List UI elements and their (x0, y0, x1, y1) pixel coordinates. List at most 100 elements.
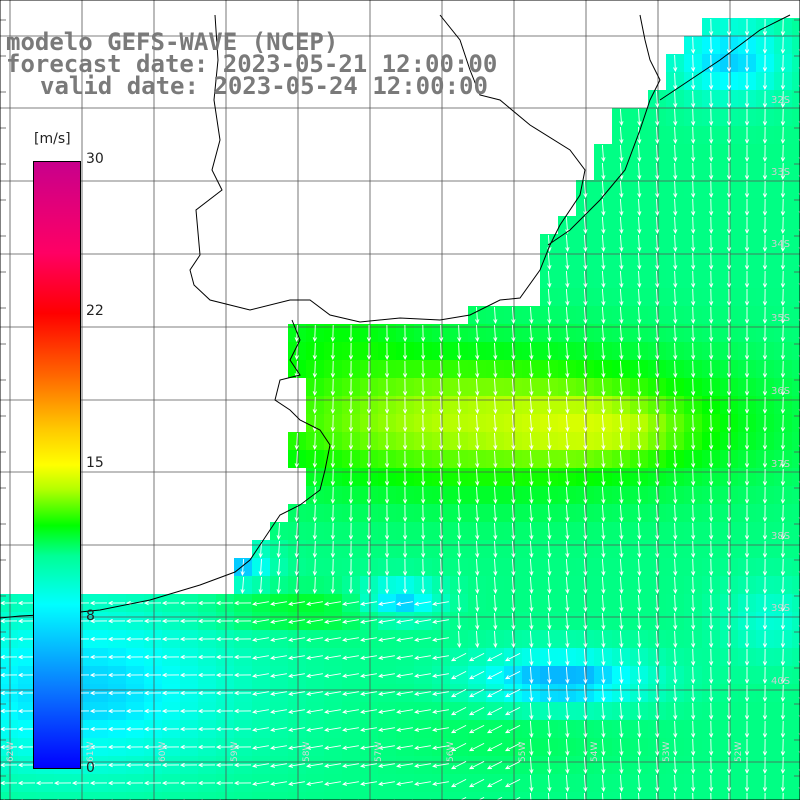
wind-vector-arrow (384, 558, 390, 577)
wind-vector-arrow (270, 601, 287, 606)
wind-vector-arrow (348, 342, 354, 361)
wind-vector-arrow (143, 744, 162, 750)
wind-speed-cell (792, 630, 800, 648)
wind-vector-arrow (691, 576, 696, 595)
wind-vector-arrow (457, 504, 462, 523)
wind-speed-cell (36, 792, 54, 800)
wind-vector-arrow (565, 450, 570, 469)
wind-vector-arrow (601, 450, 606, 469)
wind-vector-arrow (330, 486, 336, 505)
wind-vector-arrow (378, 637, 395, 642)
wind-vector-arrow (691, 324, 696, 343)
wind-vector-arrow (312, 450, 317, 469)
lon-label: 52W (734, 741, 744, 762)
wind-vector-arrow (348, 558, 354, 577)
wind-vector-arrow (708, 594, 714, 613)
wind-vector-arrow (691, 180, 696, 199)
wind-vector-arrow (780, 36, 786, 55)
wind-vector-arrow (457, 396, 462, 415)
wind-vector-arrow (619, 198, 624, 217)
wind-vector-arrow (637, 522, 642, 541)
wind-vector-arrow (583, 666, 588, 685)
wind-vector-arrow (511, 558, 516, 577)
wind-vector-arrow (637, 270, 642, 289)
wind-vector-arrow (348, 378, 354, 397)
wind-vector-arrow (396, 709, 413, 714)
wind-vector-arrow (504, 706, 521, 716)
wind-vector-arrow (708, 540, 714, 559)
wind-vector-arrow (342, 745, 359, 750)
wind-vector-arrow (420, 414, 426, 433)
wind-vector-arrow (252, 673, 269, 678)
wind-vector-arrow (468, 670, 485, 680)
wind-vector-arrow (197, 654, 216, 660)
wind-vector-arrow (486, 652, 503, 662)
wind-vector-arrow (762, 576, 768, 595)
wind-vector-arrow (258, 576, 263, 595)
lat-label: 34S (771, 239, 791, 250)
wind-vector-arrow (547, 360, 552, 379)
wind-vector-arrow (468, 760, 485, 770)
wind-vector-arrow (402, 450, 408, 469)
wind-vector-arrow (53, 780, 72, 786)
wind-vector-arrow (360, 781, 377, 786)
wind-speed-cell (792, 144, 800, 162)
wind-vector-arrow (330, 396, 336, 415)
wind-vector-arrow (673, 360, 678, 379)
wind-vector-arrow (378, 619, 395, 624)
wind-vector-arrow (780, 54, 786, 73)
wind-vector-arrow (601, 504, 606, 523)
wind-vector-arrow (348, 414, 354, 433)
wind-vector-arrow (432, 763, 449, 768)
wind-vector-arrow (457, 414, 462, 433)
wind-vector-arrow (306, 673, 323, 678)
wind-vector-arrow (619, 396, 624, 415)
wind-vector-arrow (762, 180, 768, 199)
wind-vector-arrow (744, 721, 750, 739)
wind-vector-arrow (125, 690, 144, 696)
wind-vector-arrow (366, 523, 372, 541)
wind-vector-arrow (179, 780, 198, 786)
wind-vector-arrow (655, 540, 660, 559)
wind-vector-arrow (252, 745, 269, 750)
wind-speed-cell (234, 792, 252, 800)
wind-vector-arrow (601, 558, 606, 577)
wind-vector-arrow (708, 576, 714, 595)
wind-vector-arrow (342, 673, 359, 678)
wind-vector-arrow (384, 576, 390, 595)
lon-label: 55W (518, 741, 528, 762)
wind-vector-arrow (583, 468, 588, 487)
wind-vector-arrow (17, 672, 36, 678)
wind-vector-arrow (402, 414, 408, 433)
wind-vector-arrow (457, 630, 462, 649)
wind-vector-arrow (583, 234, 588, 253)
wind-vector-arrow (637, 162, 642, 181)
wind-vector-arrow (780, 576, 786, 595)
wind-vector-arrow (420, 558, 426, 577)
wind-vector-arrow (197, 744, 216, 750)
wind-vector-arrow (432, 709, 449, 714)
wind-vector-arrow (432, 781, 449, 786)
wind-speed-cell (792, 558, 800, 576)
wind-vector-arrow (583, 432, 588, 451)
wind-vector-arrow (691, 36, 696, 55)
wind-vector-arrow (312, 468, 317, 487)
wind-vector-arrow (708, 378, 714, 397)
colorbar-tick: 0 (86, 760, 95, 776)
wind-speed-cell (306, 792, 324, 800)
wind-vector-arrow (601, 144, 606, 163)
wind-vector-arrow (583, 702, 588, 721)
wind-vector-arrow (475, 450, 480, 469)
wind-vector-arrow (726, 612, 732, 631)
wind-vector-arrow (726, 702, 732, 721)
wind-vector-arrow (330, 558, 336, 577)
wind-vector-arrow (450, 652, 467, 662)
wind-vector-arrow (762, 270, 768, 289)
wind-vector-arrow (744, 253, 750, 271)
lon-label: 57W (374, 741, 384, 762)
wind-vector-arrow (17, 762, 36, 768)
wind-speed-cell (432, 792, 450, 800)
wind-vector-arrow (414, 655, 431, 660)
wind-vector-arrow (673, 342, 678, 361)
wind-vector-arrow (493, 486, 498, 505)
